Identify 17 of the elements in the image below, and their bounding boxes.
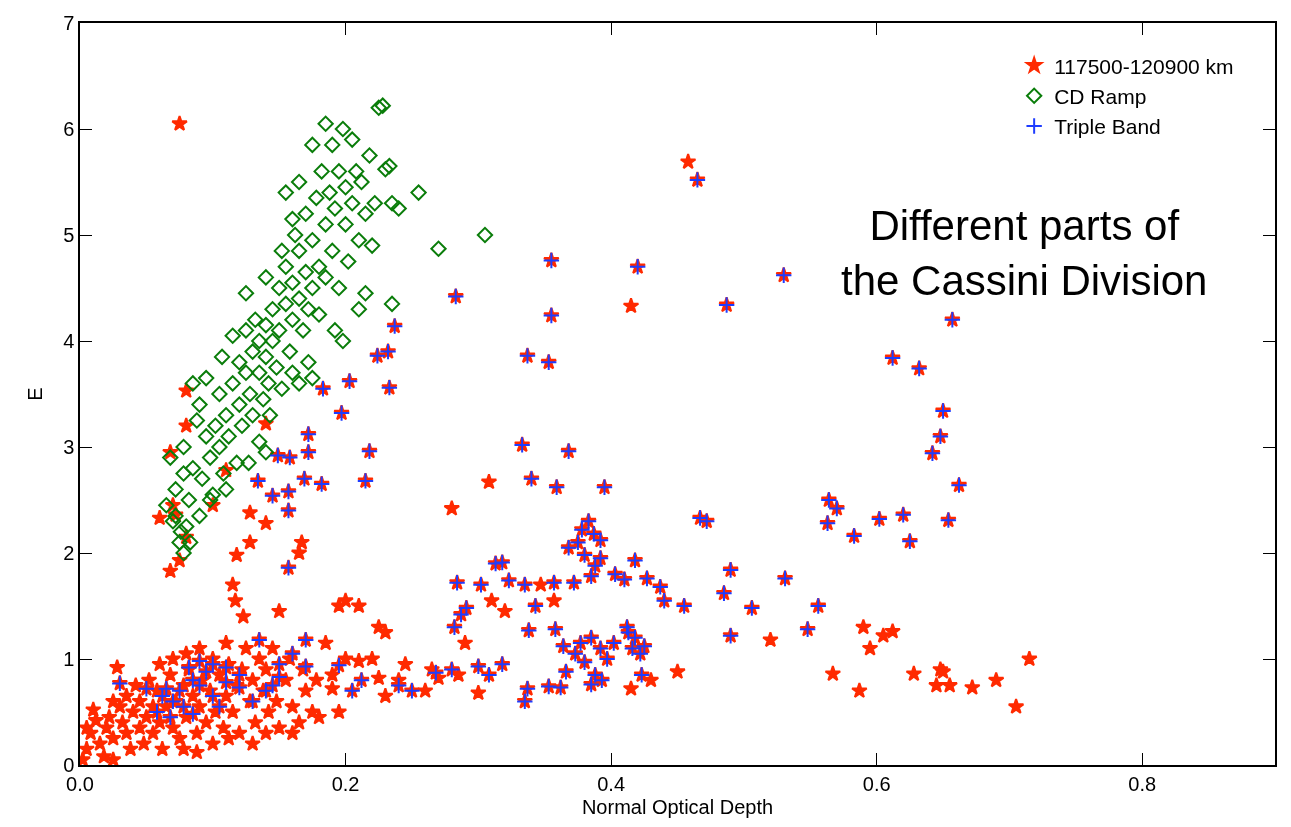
legend-label: 117500-120900 km (1054, 54, 1234, 78)
x-tick-label: 0.8 (1128, 772, 1157, 795)
legend-label: Triple Band (1054, 115, 1161, 139)
x-tick-label: 0.6 (862, 772, 891, 795)
legend-label: CD Ramp (1054, 84, 1147, 108)
y-tick-label: 3 (63, 436, 75, 458)
y-tick-label: 4 (63, 330, 75, 352)
y-tick-label: 5 (63, 224, 75, 246)
y-tick-label: 2 (63, 542, 75, 564)
x-tick-label: 0.2 (331, 772, 360, 795)
x-tick-label: 0.4 (597, 772, 626, 795)
annotation: Different parts of the Cassini Division (841, 202, 1208, 304)
y-tick-label: 1 (63, 648, 75, 670)
y-tick-label: 6 (63, 118, 75, 140)
x-axis-title: Normal Optical Depth (581, 795, 774, 818)
y-tick-label: 7 (63, 12, 75, 34)
y-axis-title: E (24, 387, 47, 401)
